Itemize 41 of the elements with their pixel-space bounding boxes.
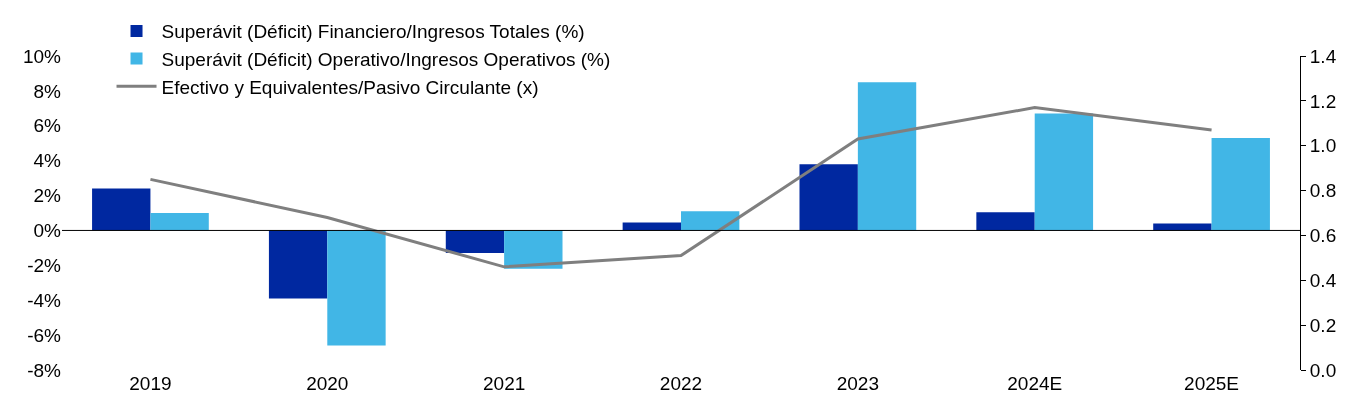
y-tick-label: -8% (27, 359, 62, 381)
y-tick-label: -6% (27, 324, 62, 346)
bar (1034, 113, 1094, 231)
y-tick-label: 6% (33, 115, 62, 137)
y-tick-label: 10% (22, 45, 62, 67)
y-tick-label: -2% (27, 254, 62, 276)
bar (268, 230, 328, 299)
x-tick-label: 2023 (836, 373, 879, 394)
bar (1211, 137, 1270, 231)
y-tick-label: 0% (33, 220, 62, 242)
y2-tick-label: 0.2 (1309, 314, 1337, 336)
bar (445, 230, 505, 254)
bar (92, 188, 151, 231)
y2-tick-label: 1.2 (1309, 90, 1337, 112)
bar (150, 213, 209, 231)
y2-tick-label: 1.4 (1309, 45, 1337, 67)
y-tick-label: 8% (33, 80, 62, 102)
x-tick-label: 2020 (306, 373, 349, 394)
y2-tick-label: 1.0 (1309, 135, 1337, 157)
x-tick-label: 2019 (129, 373, 172, 394)
bar (799, 164, 858, 231)
legend-label: Superávit (Déficit) Financiero/Ingresos Totales (%) (161, 21, 585, 43)
y-tick-label: 4% (33, 150, 62, 172)
legend-label: Efectivo y Equivalentes/Pasivo Circulante (x) (161, 76, 539, 98)
y2-tick-label: 0.0 (1309, 359, 1337, 381)
y-tick-label: -4% (27, 289, 62, 311)
bar (857, 82, 917, 231)
y2-tick-label: 0.4 (1309, 269, 1337, 291)
y2-tick-label: 0.8 (1309, 180, 1337, 202)
line-series (148, 106, 1214, 269)
x-tick-label: 2022 (659, 373, 703, 394)
x-tick-label: 2025E (1184, 373, 1240, 394)
x-tick-label: 2021 (483, 373, 526, 394)
x-tick-label: 2024E (1007, 373, 1063, 394)
y-tick-label: 2% (33, 185, 62, 207)
legend-label: Superávit (Déficit) Operativo/Ingresos Operativos (%) (161, 49, 611, 70)
bar (681, 211, 740, 231)
bar (976, 212, 1035, 231)
bar (1153, 223, 1212, 231)
bar (327, 230, 386, 346)
y2-tick-label: 0.6 (1309, 225, 1337, 247)
